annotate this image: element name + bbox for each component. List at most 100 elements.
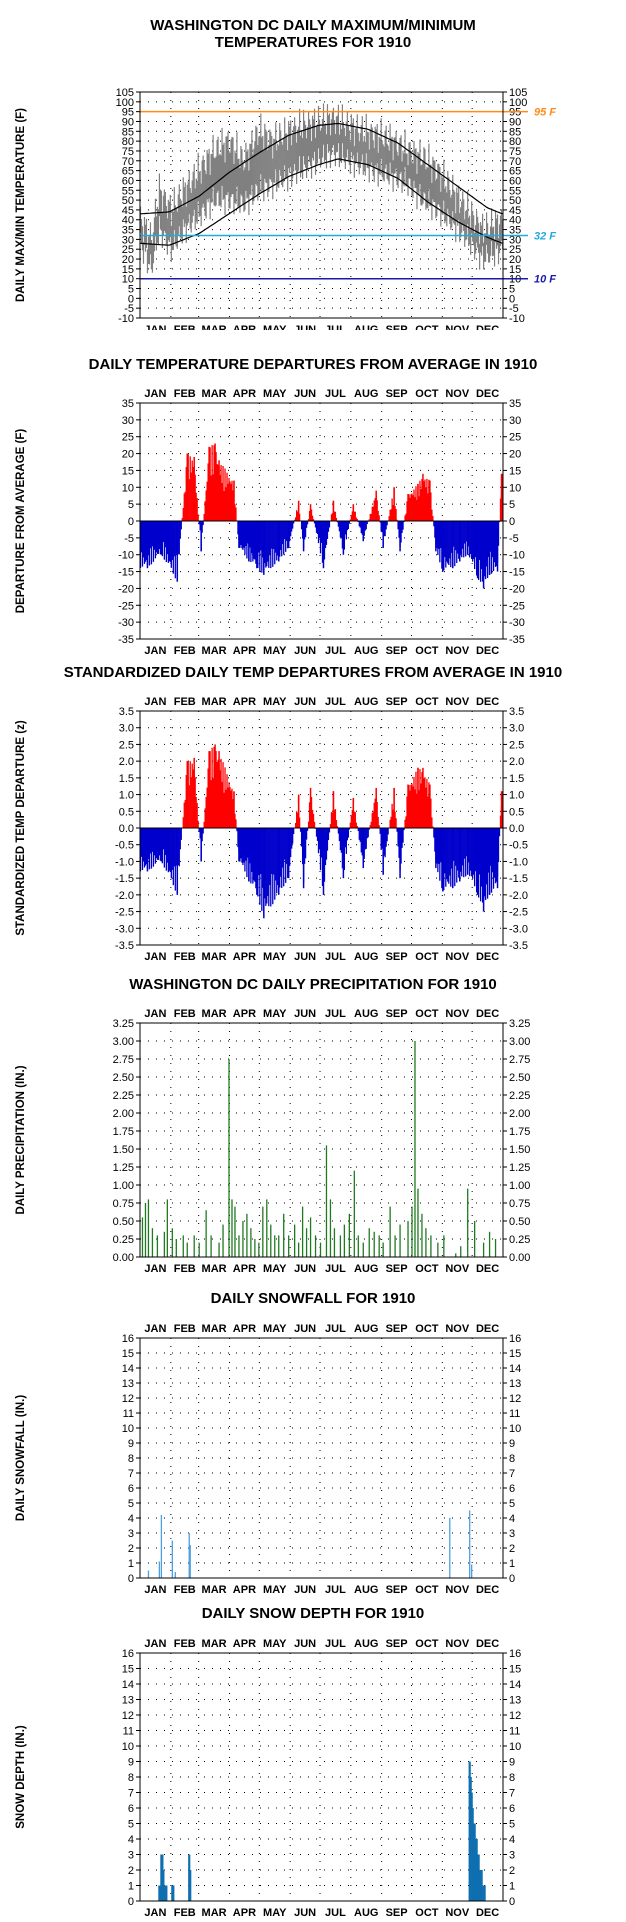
normal-min-line [140,158,503,246]
month-label-bottom: JUN [294,951,316,963]
month-label-top: JUL [325,1008,346,1020]
y-tick-label-left: 15 [122,1348,134,1360]
month-label-bottom: DEC [476,324,499,330]
standardized-chart-title: STANDARDIZED DAILY TEMP DEPARTURES FROM … [63,664,563,681]
month-label-top: MAY [263,1323,287,1335]
y-tick-label-left: 4 [128,1834,134,1846]
month-label-bottom: JUN [294,1907,316,1919]
month-label-top: JUL [325,388,346,400]
y-tick-label-left: -30 [118,617,134,629]
month-label-bottom: NOV [445,645,470,655]
y-tick-label-right: 1.75 [509,1126,530,1138]
y-tick-label-left: 7 [128,1468,134,1480]
month-label-top: NOV [445,696,470,708]
y-tick-label-left: 3.00 [113,1036,134,1048]
y-tick-label-left: 1.0 [119,790,134,802]
y-tick-label-right: 1 [509,1881,515,1893]
month-label-bottom: JUN [294,1584,316,1596]
month-label-bottom: FEB [174,324,196,330]
y-tick-label-right: 8 [509,1453,515,1465]
departure-panel: DAILY TEMPERATURE DEPARTURES FROM AVERAG… [0,355,626,656]
month-label-top: FEB [174,696,196,708]
y-tick-label-left: 3 [128,1528,134,1540]
y-tick-label-right: 13 [509,1378,521,1390]
month-label-top: DEC [476,1323,499,1335]
y-tick-label-right: -2.5 [509,907,528,919]
y-tick-label-left: 45 [122,205,134,217]
y-tick-label-left: 0.50 [113,1216,134,1228]
normal-max-line [140,122,503,215]
y-tick-label-right: 6 [509,1483,515,1495]
y-tick-label-right: 14 [509,1679,521,1691]
month-label-bottom: NOV [445,1584,470,1596]
y-tick-label-right: 3.5 [509,706,524,718]
y-tick-label-left: -5 [124,533,134,545]
y-tick-label-left: -1.0 [115,856,134,868]
month-label-bottom: NOV [445,324,470,330]
y-tick-label-left: 12 [122,1393,134,1405]
temperature-panel: WASHINGTON DC DAILY MAXIMUM/MINIMUM TEMP… [0,0,626,331]
y-tick-label-left: 0.00 [113,1252,134,1264]
month-label-bottom: JAN [144,951,166,963]
month-label-bottom: NOV [445,951,470,963]
y-tick-label-right: 15 [509,264,521,276]
y-tick-label-right: 85 [509,126,521,138]
month-label-bottom: APR [233,645,256,655]
y-tick-label-right: 105 [509,87,527,99]
y-tick-label-right: 55 [509,185,521,197]
y-tick-label-right: 11 [509,1408,520,1420]
month-label-top: SEP [386,388,408,400]
y-tick-label-left: 2 [128,1865,134,1877]
month-label-top: JUN [294,1323,316,1335]
month-label-bottom: FEB [174,1263,196,1275]
y-tick-label-right: 40 [509,215,521,227]
y-tick-label-right: 75 [509,146,521,158]
month-label-bottom: JUN [294,645,316,655]
month-label-bottom: APR [233,951,256,963]
y-axis-label: DAILY MAX/MIN TEMPERATURE (F) [15,108,27,302]
y-tick-label-right: -10 [509,550,525,562]
y-axis-label: STANDARDIZED TEMP DEPARTURE (z) [15,720,27,935]
month-label-bottom: JUN [294,324,316,330]
plot-border [139,91,504,319]
y-tick-label-left: 10 [122,482,134,494]
y-tick-label-left: 8 [128,1453,134,1465]
y-tick-label-left: 95 [122,107,134,119]
month-label-top: SEP [386,1323,408,1335]
y-tick-label-right: 3 [509,1850,515,1862]
y-tick-label-left: 1.50 [113,1144,134,1156]
y-tick-label-left: 25 [122,244,134,256]
month-label-bottom: AUG [354,645,378,655]
departure-chart-title: DAILY TEMPERATURE DEPARTURES FROM AVERAG… [88,356,538,373]
month-label-bottom: DEC [476,1263,499,1275]
y-tick-label-left: 50 [122,195,134,207]
y-tick-label-left: 0.75 [113,1198,134,1210]
y-tick-label-right: 16 [509,1333,521,1345]
month-label-bottom: JUL [325,951,346,963]
y-tick-label-right: 1.5 [509,773,524,785]
month-label-bottom: SEP [386,1263,408,1275]
y-tick-label-right: 0 [509,1896,515,1908]
month-label-bottom: JAN [144,1584,166,1596]
month-label-top: SEP [386,696,408,708]
y-tick-label-left: 5 [128,284,134,296]
y-tick-label-right: -20 [509,583,525,595]
month-label-top: SEP [386,1638,408,1650]
plot-border [139,1022,504,1258]
y-tick-label-left: 2 [128,1543,134,1555]
reference-line-label: 32 F [534,230,556,242]
y-tick-label-left: 80 [122,136,134,148]
y-tick-label-left: 8 [128,1772,134,1784]
month-label-bottom: FEB [174,1907,196,1919]
y-tick-label-left: -20 [118,583,134,595]
month-label-bottom: MAR [202,1263,227,1275]
y-tick-label-right: 100 [509,97,527,109]
month-label-bottom: AUG [354,1907,378,1919]
y-tick-label-left: -15 [118,567,134,579]
y-tick-label-left: 10 [122,1741,134,1753]
y-tick-label-left: -3.5 [115,940,134,952]
y-tick-label-right: 0.00 [509,1252,530,1264]
y-tick-label-right: 0.50 [509,1216,530,1228]
month-label-top: FEB [174,1323,196,1335]
y-tick-label-right: 1.25 [509,1162,530,1174]
